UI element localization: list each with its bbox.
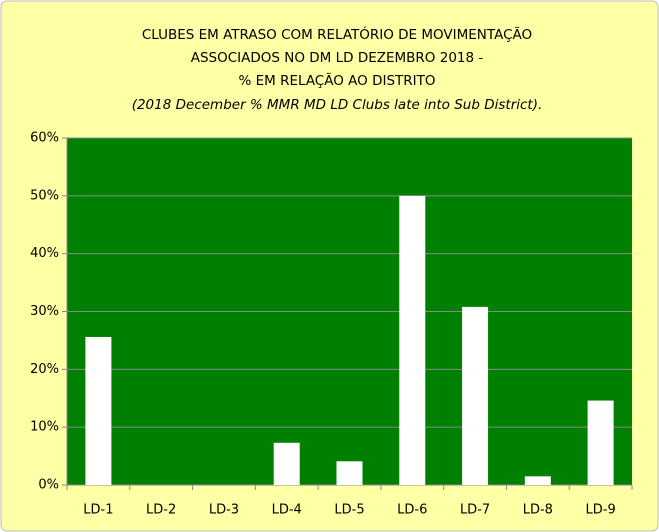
chart-title: % EM RELAÇÃO AO DISTRITO [238, 72, 435, 89]
x-tick-label: LD-6 [397, 503, 427, 518]
x-tick-label: LD-5 [334, 503, 364, 518]
y-tick-label: 10% [30, 420, 59, 435]
x-tick-label: LD-2 [146, 503, 176, 518]
bar [85, 336, 112, 485]
chart-title: CLUBES EM ATRASO COM RELATÓRIO DE MOVIME… [142, 25, 532, 43]
chart-subtitle: (2018 December % MMR MD LD Clubs late in… [132, 97, 543, 113]
bar [462, 306, 489, 485]
bar [273, 442, 300, 485]
y-tick-label: 50% [30, 188, 59, 203]
x-tick-label: LD-3 [209, 503, 239, 518]
y-tick-label: 20% [30, 362, 59, 377]
y-tick-label: 40% [30, 246, 59, 261]
bar [399, 195, 426, 486]
x-tick-label: LD-4 [272, 503, 302, 518]
x-tick-label: LD-7 [460, 503, 490, 518]
bar [524, 476, 551, 485]
chart-title: ASSOCIADOS NO DM LD DEZEMBRO 2018 - [191, 50, 484, 66]
y-tick-label: 60% [30, 131, 59, 146]
y-tick-label: 0% [38, 478, 59, 493]
x-tick-label: LD-1 [83, 503, 113, 518]
bar [336, 461, 363, 485]
y-tick-label: 30% [30, 304, 59, 319]
x-tick-label: LD-8 [523, 503, 553, 518]
x-tick-label: LD-9 [586, 503, 616, 518]
bar [587, 400, 614, 485]
